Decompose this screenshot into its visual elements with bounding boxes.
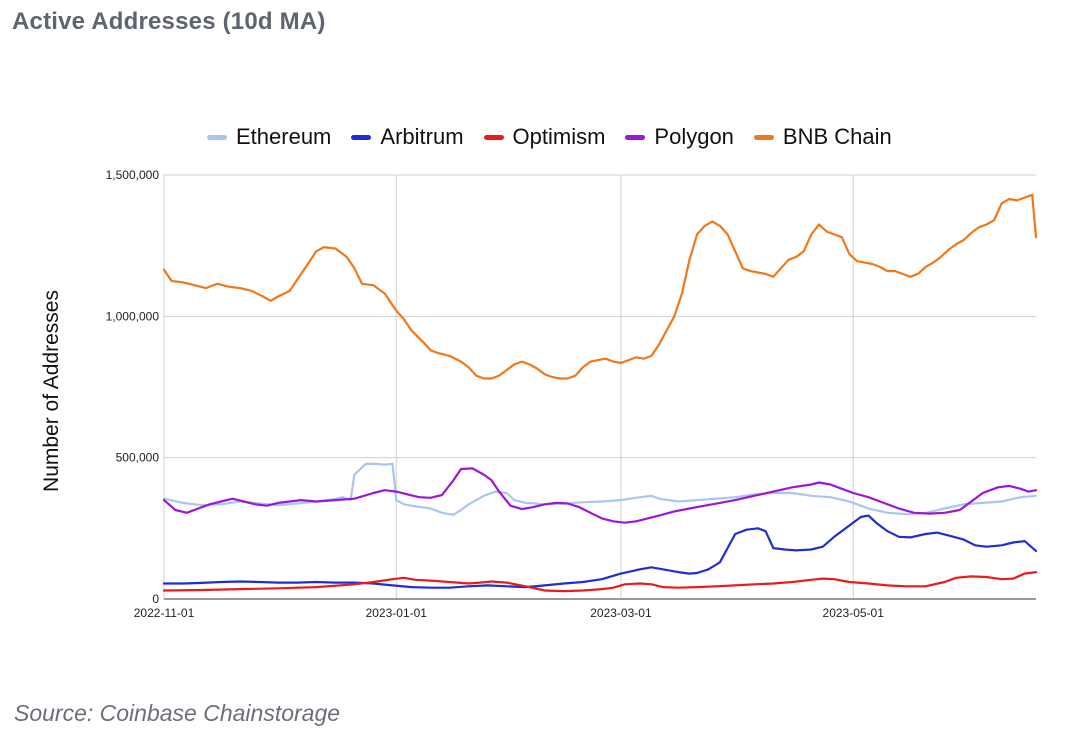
y-tick-label: 500,000 <box>116 451 160 465</box>
legend-label-arbitrum: Arbitrum <box>380 124 464 149</box>
chart-title: Active Addresses (10d MA) <box>12 8 326 35</box>
legend-item-ethereum[interactable]: Ethereum <box>207 124 331 150</box>
y-axis-label: Number of Addresses <box>40 290 63 492</box>
legend-item-bnb-chain[interactable]: BNB Chain <box>753 124 892 150</box>
legend-swatch-polygon <box>625 134 646 140</box>
series-line-polygon <box>162 467 1038 524</box>
legend-item-polygon[interactable]: Polygon <box>625 124 734 150</box>
y-tick-label: 0 <box>152 592 159 606</box>
x-tick-label: 2023-01-01 <box>366 606 428 620</box>
source-caption: Source: Coinbase Chainstorage <box>14 700 341 726</box>
legend-label-ethereum: Ethereum <box>236 124 332 149</box>
x-tick-label: 2023-03-01 <box>590 606 652 620</box>
series-line-optimism <box>162 571 1038 593</box>
x-tick-label: 2023-05-01 <box>823 606 885 620</box>
series-line-ethereum <box>162 462 1038 516</box>
legend-swatch-bnb-chain <box>753 134 774 140</box>
legend-item-arbitrum[interactable]: Arbitrum <box>351 124 464 150</box>
legend-label-optimism: Optimism <box>512 124 606 149</box>
legend-swatch-arbitrum <box>351 134 372 140</box>
x-tick-label: 2022-11-01 <box>134 606 195 620</box>
legend-swatch-optimism <box>483 134 504 140</box>
legend-label-polygon: Polygon <box>654 124 734 149</box>
y-tick-label: 1,500,000 <box>106 168 160 182</box>
legend-item-optimism[interactable]: Optimism <box>483 124 606 150</box>
legend: Ethereum Arbitrum Optimism Polygon BNB C… <box>207 124 892 150</box>
y-tick-label: 1,000,000 <box>106 309 160 323</box>
series-line-bnb-chain <box>162 193 1038 380</box>
legend-label-bnb-chain: BNB Chain <box>782 124 892 149</box>
legend-swatch-ethereum <box>207 134 227 140</box>
series-line-arbitrum <box>162 514 1038 589</box>
